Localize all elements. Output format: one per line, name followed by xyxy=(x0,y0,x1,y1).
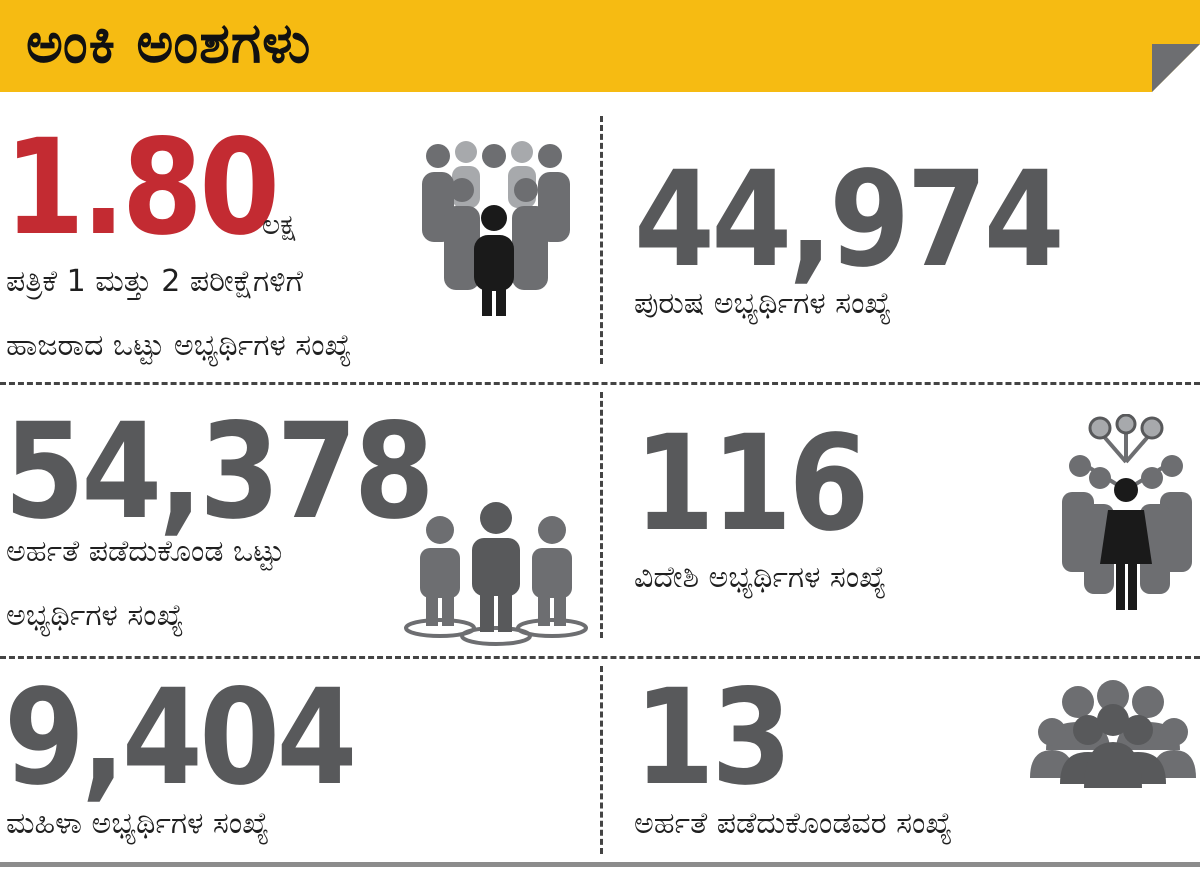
page-corner-fold-icon xyxy=(1152,44,1200,92)
crowd-leader-icon xyxy=(422,141,570,316)
page-title: ಅಂಕಿ ಅಂಶಗಳು xyxy=(26,11,312,76)
stat-total-value: 1.80 xyxy=(4,111,280,265)
stat-female-value: 9,404 xyxy=(4,661,357,815)
stat-foreign-value: 116 xyxy=(634,407,869,561)
stat-total-unit: ಲಕ್ಷ xyxy=(262,208,296,241)
stat-male-caption: ಪುರುಷ ಅಭ್ಯರ್ಥಿಗಳ ಸಂಖ್ಯೆ xyxy=(634,286,892,321)
stat-qualified-others-caption: ಅರ್ಹತೆ ಪಡೆದುಕೊಂಡವರ ಸಂಖ್ಯೆ xyxy=(634,806,953,841)
row-divider-2 xyxy=(0,656,1200,659)
stat-total-caption-line2: ಹಾಜರಾದ ಒಟ್ಟು ಅಭ್ಯರ್ಥಿಗಳ ಸಂಖ್ಯೆ xyxy=(6,328,352,363)
stat-qualified-value: 54,378 xyxy=(4,395,435,549)
column-divider-row2 xyxy=(600,392,603,638)
stat-female-caption: ಮಹಿಳಾ ಅಭ್ಯರ್ಥಿಗಳ ಸಂಖ್ಯೆ xyxy=(6,806,270,841)
stat-foreign-caption: ವಿದೇಶಿ ಅಭ್ಯರ್ಥಿಗಳ ಸಂಖ್ಯೆ xyxy=(634,560,887,595)
header-banner: ಅಂಕಿ ಅಂಶಗಳು xyxy=(0,0,1200,92)
stat-qualified-caption-line2: ಅಭ್ಯರ್ಥಿಗಳ ಸಂಖ್ಯೆ xyxy=(6,598,184,633)
stat-qualified-caption-line1: ಅರ್ಹತೆ ಪಡೆದುಕೊಂಡ ಒಟ್ಟು xyxy=(6,534,285,569)
bottom-rule xyxy=(0,862,1200,867)
column-divider-row3 xyxy=(600,666,603,854)
stat-male-value: 44,974 xyxy=(634,143,1065,297)
three-people-icon xyxy=(404,502,588,646)
network-people-icon xyxy=(1062,414,1192,610)
stat-total-caption-line1: ಪತ್ರಿಕೆ 1 ಮತ್ತು 2 ಪರೀಕ್ಷೆಗಳಿಗೆ xyxy=(6,264,303,299)
group-icon xyxy=(1030,680,1196,788)
stat-qualified-others-value: 13 xyxy=(634,661,792,815)
column-divider-row1 xyxy=(600,116,603,364)
row-divider-1 xyxy=(0,382,1200,385)
